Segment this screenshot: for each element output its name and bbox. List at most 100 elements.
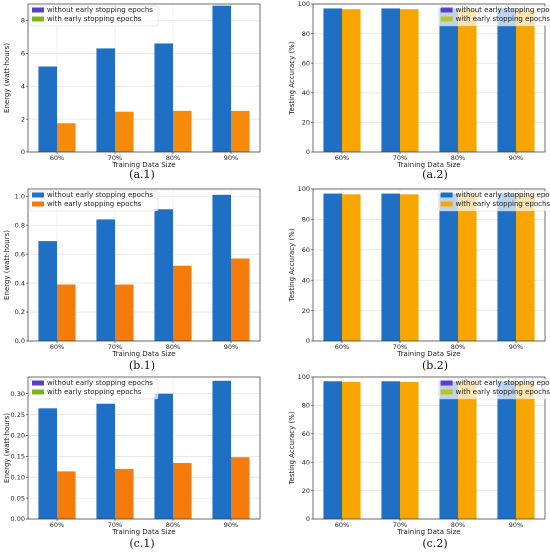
bar-with-early-stopping-90pct [516,9,535,153]
y-tick-label: 60 [302,246,310,254]
bar-with-early-stopping-90pct [516,381,535,519]
bar-without-early-stopping-70pct [381,193,400,341]
legend-box [29,378,159,400]
y-tick-label: 8 [21,17,25,25]
x-axis-label: Training Data Size [111,528,175,536]
bar-with-early-stopping-60pct [342,381,361,519]
bar-without-early-stopping-90pct [212,380,231,519]
legend-box [438,190,550,212]
y-tick-label: 4 [21,82,25,90]
y-tick-label: 0.10 [11,473,25,481]
bar-with-early-stopping-90pct [231,258,250,341]
legend-entry: without early stopping epochs [456,6,550,14]
bar-with-early-stopping-70pct [400,9,419,153]
x-tick-label: 90% [509,521,523,529]
legend-entry: without early stopping epochs [47,379,153,387]
x-tick-label: 60% [335,343,349,351]
y-tick-label: 0.8 [15,221,25,229]
x-axis-label: Training Data Size [111,350,175,358]
y-tick-label: 0.0 [15,337,25,345]
x-axis-label: Training Data Size [396,350,460,358]
y-axis-label: Energy (watt-hours) [3,43,11,113]
bar-with-early-stopping-70pct [115,468,134,519]
legend-swatch [440,192,453,198]
x-tick-label: 80% [451,154,465,162]
bar-with-early-stopping-90pct [231,457,250,519]
x-tick-label: 60% [335,154,349,162]
y-tick-label: 0.6 [15,250,25,258]
y-tick-label: 0.30 [11,390,25,398]
bar-with-early-stopping-70pct [115,111,134,152]
legend-entry: with early stopping epochs [456,15,550,23]
legend-swatch [32,16,44,22]
bar-without-early-stopping-70pct [381,8,400,152]
y-tick-label: 20 [302,119,310,127]
bar-without-early-stopping-90pct [497,193,516,341]
legend-entry: without early stopping epochs [47,6,153,14]
x-tick-label: 90% [224,154,238,162]
x-tick-label: 90% [509,343,523,351]
bar-without-early-stopping-70pct [96,48,115,152]
legend-swatch [440,380,453,386]
legend-entry: with early stopping epochs [47,15,142,23]
legend-entry: without early stopping epochs [456,191,550,199]
bar-without-early-stopping-80pct [154,43,173,152]
bar-without-early-stopping-70pct [96,403,115,519]
x-tick-label: 70% [393,343,407,351]
x-tick-label: 70% [108,343,122,351]
x-tick-label: 60% [335,521,349,529]
x-tick-label: 70% [393,521,407,529]
caption-c1: (c.1) [129,537,155,550]
legend-box [438,378,550,400]
plot-frame [312,188,546,342]
plot-frame [312,376,546,520]
bar-with-early-stopping-90pct [516,194,535,341]
bar-without-early-stopping-60pct [38,408,57,519]
y-axis-label: Testing Accuracy (%) [288,228,296,302]
bar-without-early-stopping-80pct [154,209,173,341]
bar-with-early-stopping-80pct [173,463,192,519]
y-tick-label: 1.0 [15,192,25,200]
y-tick-label: 20 [302,307,310,315]
x-tick-label: 80% [166,154,180,162]
legend-entry: without early stopping epochs [456,379,550,387]
legend-entry: with early stopping epochs [456,388,550,396]
legend-entry: with early stopping epochs [456,200,550,208]
bar-without-early-stopping-80pct [154,393,173,519]
bar-with-early-stopping-60pct [57,123,76,152]
bar-with-early-stopping-80pct [173,110,192,152]
x-tick-label: 70% [393,154,407,162]
x-tick-label: 90% [224,343,238,351]
y-tick-label: 40 [302,89,310,97]
bar-with-early-stopping-80pct [458,381,477,519]
plot-frame [27,3,261,153]
legend-entry: with early stopping epochs [47,388,142,396]
bar-without-early-stopping-60pct [38,66,57,152]
bar-with-early-stopping-60pct [57,284,76,341]
plot-frame [27,188,261,342]
bar-with-early-stopping-80pct [173,265,192,341]
x-axis-label: Training Data Size [111,161,175,169]
y-tick-label: 40 [302,276,310,284]
plot-frame [27,376,261,520]
legend-box [29,5,159,27]
bar-without-early-stopping-60pct [323,8,342,152]
y-tick-label: 0.15 [11,453,25,461]
y-axis-label: Testing Accuracy (%) [288,411,296,485]
plot-frame [312,3,546,153]
y-tick-label: 0.25 [11,411,25,419]
bar-with-early-stopping-70pct [400,381,419,519]
legend-entry: without early stopping epochs [47,191,153,199]
x-tick-label: 80% [166,343,180,351]
y-tick-label: 0 [306,148,310,156]
x-tick-label: 70% [108,521,122,529]
y-tick-label: 20 [302,487,310,495]
x-tick-label: 80% [451,343,465,351]
y-axis-label: Testing Accuracy (%) [288,41,296,115]
bar-with-early-stopping-70pct [400,194,419,341]
x-tick-label: 60% [50,154,64,162]
